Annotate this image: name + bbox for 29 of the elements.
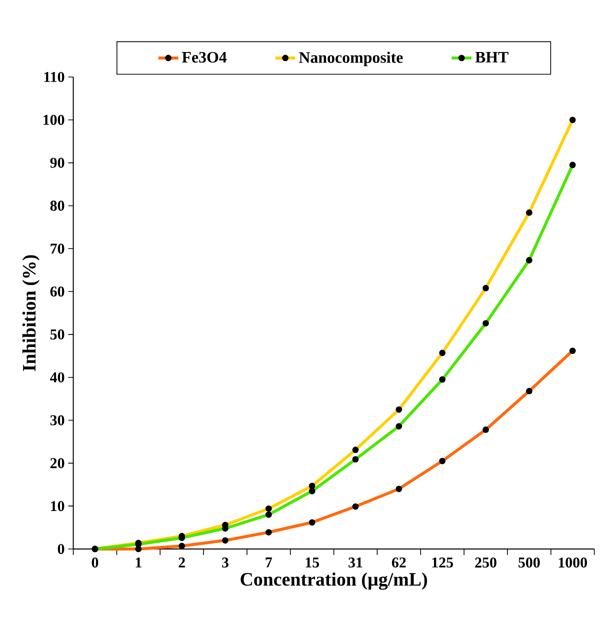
x-tick-label: 500 [518, 558, 540, 568]
x-tick-label: 2 [178, 558, 185, 568]
x-tick-label: 62 [392, 558, 406, 568]
x-tick-label: 1 [136, 558, 142, 568]
y-tick-label: 110 [44, 72, 64, 82]
x-axis-title: Concentration (µg/mL) [240, 572, 427, 590]
y-tick-label: 80 [50, 200, 64, 211]
y-tick-label: 30 [50, 415, 64, 426]
x-tick-label: 0 [92, 558, 98, 568]
legend-label: Nanocomposite [299, 52, 403, 66]
y-tick-label: 60 [50, 286, 64, 297]
legend-label: Fe3O4 [182, 52, 227, 63]
y-tick-label: 50 [50, 329, 64, 340]
x-tick-label: 3 [222, 558, 228, 568]
y-tick-label: 0 [58, 544, 64, 554]
x-tick-label: 1000 [558, 558, 587, 568]
y-axis-title: Inhibition (%) [22, 255, 40, 371]
y-tick-label: 40 [50, 372, 64, 382]
y-tick-label: 10 [51, 501, 64, 512]
x-tick-label: 31 [348, 558, 362, 568]
legend-label: BHT [475, 52, 508, 62]
x-tick-label: 7 [266, 558, 272, 568]
y-tick-label: 70 [50, 244, 64, 254]
x-tick-label: 250 [475, 558, 496, 568]
y-tick-label: 90 [50, 158, 64, 168]
y-tick-label: 20 [50, 458, 64, 468]
y-tick-label: 100 [44, 114, 64, 125]
x-tick-label: 15 [306, 558, 320, 568]
x-tick-label: 125 [432, 558, 453, 568]
